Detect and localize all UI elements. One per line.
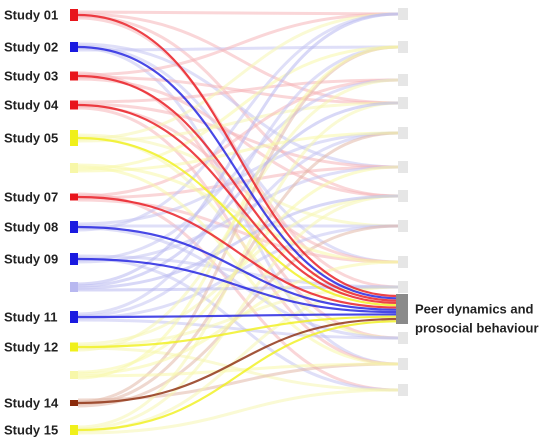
- study-label: Study 14: [4, 395, 59, 410]
- nodes: Study 01 Study 02 Study 03 Study 04 Study 05…: [4, 7, 408, 437]
- study-label: Study 15: [4, 422, 58, 437]
- target-label-1: Peer dynamics and: [415, 301, 534, 316]
- study-node: [70, 193, 78, 201]
- study-node: [70, 342, 78, 352]
- left-node: [70, 282, 78, 292]
- right-node: [398, 220, 408, 232]
- background-link: [77, 45, 399, 316]
- background-link: [77, 78, 399, 198]
- right-node: [398, 281, 408, 293]
- highlighted-links: [77, 13, 399, 432]
- highlight-link: [77, 136, 399, 307]
- study-label: Study 12: [4, 339, 58, 354]
- background-link: [77, 12, 399, 77]
- background-link: [77, 388, 399, 435]
- background-link: [77, 12, 399, 232]
- background-link: [77, 256, 399, 392]
- left-node: [70, 163, 78, 173]
- background-link: [77, 45, 399, 171]
- target-node: [396, 294, 408, 324]
- study-node: [70, 400, 78, 406]
- right-node: [398, 41, 408, 53]
- background-link: [77, 362, 399, 378]
- highlight-link: [77, 45, 399, 300]
- right-node: [398, 190, 408, 202]
- study-node: [70, 100, 78, 110]
- study-node: [70, 130, 78, 146]
- background-link: [77, 45, 399, 380]
- background-link: [77, 12, 399, 141]
- study-label: Study 05: [4, 130, 58, 145]
- background-link: [77, 12, 399, 286]
- study-label: Study 02: [4, 39, 58, 54]
- study-label: Study 09: [4, 251, 58, 266]
- right-node: [398, 127, 408, 139]
- study-label: Study 03: [4, 68, 58, 83]
- right-node: [398, 161, 408, 173]
- background-link: [77, 260, 399, 376]
- left-node: [70, 371, 78, 379]
- highlight-link: [77, 317, 399, 405]
- highlight-link: [77, 315, 399, 349]
- background-link: [77, 78, 399, 104]
- highlight-link: [77, 313, 399, 319]
- study-node: [70, 221, 78, 233]
- right-node: [398, 332, 408, 344]
- background-link: [77, 101, 399, 288]
- study-node: [70, 9, 78, 21]
- right-node: [398, 384, 408, 396]
- highlight-link: [77, 225, 399, 311]
- background-link: [77, 194, 399, 290]
- background-link: [77, 78, 399, 262]
- study-node: [70, 253, 78, 265]
- right-node: [398, 97, 408, 109]
- study-node: [70, 311, 78, 323]
- highlight-link: [77, 320, 399, 432]
- study-label: Study 04: [4, 97, 59, 112]
- background-link: [77, 10, 399, 16]
- highlight-link: [77, 74, 399, 302]
- background-link: [77, 165, 399, 366]
- right-node: [398, 256, 408, 268]
- background-link: [77, 45, 399, 52]
- highlight-link: [77, 103, 399, 304]
- background-link: [77, 12, 399, 105]
- right-node: [398, 8, 408, 20]
- right-node: [398, 74, 408, 86]
- background-link: [77, 194, 399, 431]
- study-node: [70, 71, 78, 81]
- background-link: [77, 318, 399, 340]
- background-link: [77, 131, 399, 173]
- study-node: [70, 425, 78, 435]
- background-link: [77, 226, 399, 340]
- highlight-link: [77, 195, 399, 309]
- study-label: Study 07: [4, 189, 58, 204]
- study-label: Study 11: [4, 309, 57, 324]
- study-label: Study 08: [4, 219, 58, 234]
- target-label-2: prosocial behaviour: [415, 320, 539, 335]
- highlight-link: [77, 257, 399, 314]
- study-label: Study 01: [4, 7, 58, 22]
- right-node: [398, 358, 408, 370]
- highlight-link: [77, 13, 399, 298]
- study-node: [70, 42, 78, 52]
- background-link: [77, 102, 399, 169]
